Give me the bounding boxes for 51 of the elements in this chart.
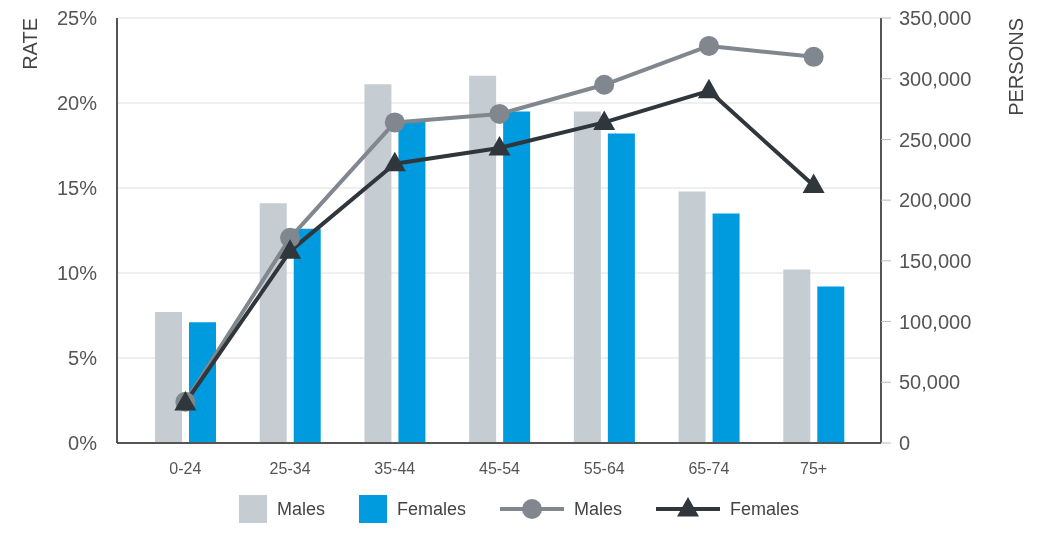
y2-tick-label: 100,000 [899, 310, 972, 333]
y-axis-title: RATE [19, 18, 42, 70]
y-tick-label: 20% [56, 92, 98, 115]
point [593, 110, 616, 130]
legend-label: Males [574, 498, 623, 520]
point [383, 151, 406, 172]
point [594, 74, 615, 95]
bar [364, 84, 392, 443]
bar [155, 312, 182, 443]
point [803, 46, 824, 67]
bar [607, 133, 635, 443]
point [488, 135, 511, 156]
point [384, 112, 405, 133]
point [489, 103, 510, 124]
y2-axis-title: PERSONS [1005, 18, 1028, 116]
bar [817, 286, 845, 443]
legend-label: Females [730, 498, 800, 520]
legend-label: Males [276, 498, 325, 520]
point [279, 239, 302, 259]
x-tick-label: 65-74 [688, 460, 730, 478]
bar [678, 191, 706, 443]
x-tick-label: 25-34 [269, 460, 311, 478]
x-tick-label: 0-24 [169, 460, 202, 478]
y2-tick-label: 200,000 [899, 189, 972, 212]
y-tick-label: 0% [68, 432, 98, 455]
y2-tick-label: 150,000 [899, 249, 972, 272]
bar [259, 203, 287, 443]
y2-tick-label: 300,000 [899, 67, 972, 90]
y2-tick-label: 0 [899, 432, 911, 455]
y-tick-label: 15% [56, 177, 98, 200]
point [697, 78, 720, 99]
point [698, 35, 719, 56]
x-tick-label: 55-64 [583, 460, 625, 478]
y-tick-label: 5% [68, 347, 98, 370]
bar [469, 75, 497, 443]
y2-tick-label: 50,000 [899, 371, 961, 394]
bar [503, 111, 531, 443]
bar [293, 228, 321, 443]
x-tick-label: 45-54 [479, 460, 521, 478]
y-tick-label: 25% [56, 7, 98, 30]
bar [712, 213, 740, 443]
point [802, 173, 825, 194]
bar [398, 121, 426, 443]
y2-tick-label: 250,000 [899, 128, 972, 151]
y-tick-label: 10% [56, 262, 98, 285]
x-tick-label: 35-44 [374, 460, 416, 478]
y2-tick-label: 350,000 [899, 7, 972, 30]
x-tick-label: 75+ [800, 460, 828, 478]
bar [573, 111, 601, 443]
legend-label: Females [396, 498, 466, 520]
bar [783, 269, 811, 443]
